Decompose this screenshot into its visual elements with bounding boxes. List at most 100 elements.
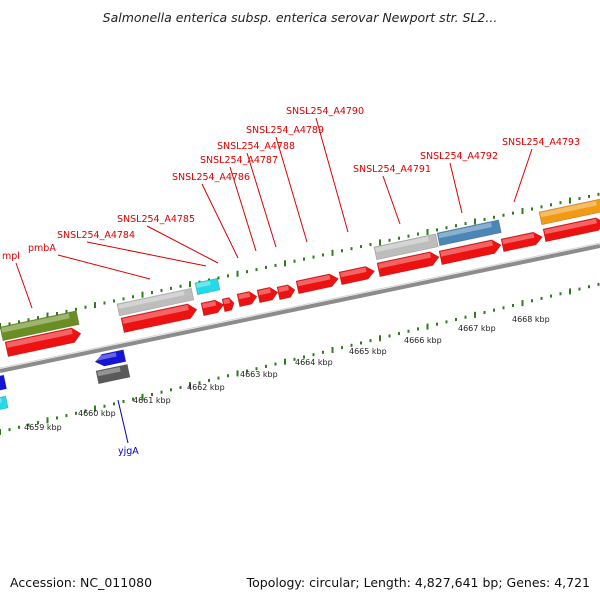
tick-mark — [512, 303, 514, 307]
tick-mark — [284, 358, 286, 365]
tick-mark — [94, 302, 96, 309]
tick-mark — [388, 334, 391, 338]
leader-SNSL254_A4790 — [315, 117, 349, 233]
tick-mark — [18, 425, 20, 429]
tick-mark — [588, 194, 590, 198]
gene-mpl-sheen — [6, 328, 73, 348]
tick-mark — [113, 402, 115, 406]
tick-mark — [483, 310, 486, 314]
tick-mark — [37, 421, 39, 425]
feature-darkgray — [95, 363, 131, 385]
leader-SNSL254_A4788 — [246, 152, 277, 248]
tick-mark — [521, 300, 524, 307]
gene-label-SNSL254_A4784: SNSL254_A4784 — [57, 230, 135, 241]
tick-mark — [322, 253, 324, 257]
backbone-line — [0, 244, 600, 373]
tick-mark — [407, 234, 410, 238]
feature-cyan-sheen — [196, 280, 211, 288]
tick-mark — [37, 316, 39, 320]
feature-cyan-shape — [194, 277, 221, 296]
tick-mark — [265, 265, 267, 269]
scale-label: 4661 kbp — [133, 396, 171, 405]
tick-mark — [493, 308, 495, 312]
gene-label-SNSL254_A4792: SNSL254_A4792 — [420, 151, 498, 162]
tick-mark — [369, 242, 372, 246]
gene-label-SNSL254_A4787: SNSL254_A4787 — [200, 155, 278, 166]
tick-mark — [246, 369, 248, 373]
gene-SNSL254_A4785 — [221, 297, 235, 313]
gene-SNSL254_A4786-sheen — [238, 292, 251, 300]
tick-mark — [46, 417, 49, 424]
tick-mark — [341, 249, 343, 253]
gene-label-yjgA: yjgA — [118, 446, 139, 457]
leader-SNSL254_A4791 — [382, 175, 401, 225]
gene-SNSL254_A4791 — [376, 251, 440, 278]
feature-darkgray-shape — [95, 363, 131, 385]
gene-next-shape — [542, 217, 600, 243]
feature-blue-edge-shape — [0, 374, 7, 393]
feature-gray-1-sheen — [118, 290, 185, 309]
tick-mark — [331, 249, 334, 256]
gene-label-SNSL254_A4786: SNSL254_A4786 — [172, 172, 250, 183]
scale-label: 4664 kbp — [295, 358, 333, 367]
feature-cyan-edge-shape — [0, 395, 9, 412]
tick-mark — [455, 318, 457, 322]
feature-gray-2-shape — [373, 233, 439, 261]
tick-mark — [94, 405, 96, 412]
gene-SNSL254_A4787-shape — [256, 286, 279, 304]
gene-yjgA-shape — [94, 349, 127, 367]
tick-mark — [369, 339, 372, 343]
tick-mark — [227, 374, 229, 378]
feature-olive-shape — [0, 310, 80, 342]
gene-mpl — [4, 327, 82, 358]
tick-mark — [103, 404, 106, 408]
tick-mark — [455, 224, 457, 228]
gene-pmbA-shape — [120, 303, 198, 334]
tick-mark — [151, 291, 153, 295]
gene-label-SNSL254_A4789: SNSL254_A4789 — [246, 125, 324, 136]
feature-gray-1-shape — [116, 287, 195, 317]
scale-label: 4665 kbp — [349, 347, 387, 356]
tick-mark — [569, 288, 571, 295]
gene-label-mpl: mpl — [2, 251, 20, 262]
gene-SNSL254_A4788-shape — [276, 284, 296, 301]
tick-mark — [350, 343, 353, 347]
gene-SNSL254_A4788-sheen — [278, 285, 289, 293]
tick-mark — [65, 414, 68, 418]
leader-SNSL254_A4792 — [449, 162, 463, 214]
tick-mark — [436, 228, 438, 232]
tick-mark — [8, 322, 11, 326]
label-leader-lines — [15, 117, 533, 444]
gene-SNSL254_A4793-sheen — [502, 233, 535, 245]
tick-mark — [331, 346, 334, 353]
feature-olive-sheen — [1, 313, 70, 333]
gene-SNSL254_A4789-sheen — [297, 274, 331, 287]
tick-mark — [531, 299, 533, 303]
tick-mark — [208, 378, 210, 382]
feature-cyan — [194, 277, 221, 296]
tick-mark — [56, 416, 58, 420]
tick-mark — [512, 211, 514, 215]
gene-features — [0, 197, 600, 412]
tick-mark — [426, 323, 429, 330]
gene-SNSL254_A4789-shape — [295, 273, 339, 295]
tick-mark — [588, 285, 590, 289]
gene-SNSL254_A4790 — [338, 266, 376, 286]
tick-mark — [521, 208, 524, 215]
gene-SNSL254_A4790-shape — [338, 266, 376, 286]
tick-mark — [597, 282, 600, 286]
scale-labels: 4659 kbp 4660 kbp 4661 kbp 4662 kbp 4663 kbp… — [24, 315, 550, 432]
tick-mark — [255, 268, 258, 272]
feature-steelblue-sheen — [438, 222, 492, 239]
gene-yjgA-sheen — [95, 352, 117, 361]
tick-mark — [569, 197, 571, 204]
gene-SNSL254_A4784-shape — [200, 299, 225, 317]
tick-mark — [550, 203, 552, 207]
gene-SNSL254_A4786 — [236, 291, 258, 308]
gene-next — [542, 217, 600, 243]
tick-mark — [274, 362, 277, 366]
backbone — [0, 242, 600, 373]
